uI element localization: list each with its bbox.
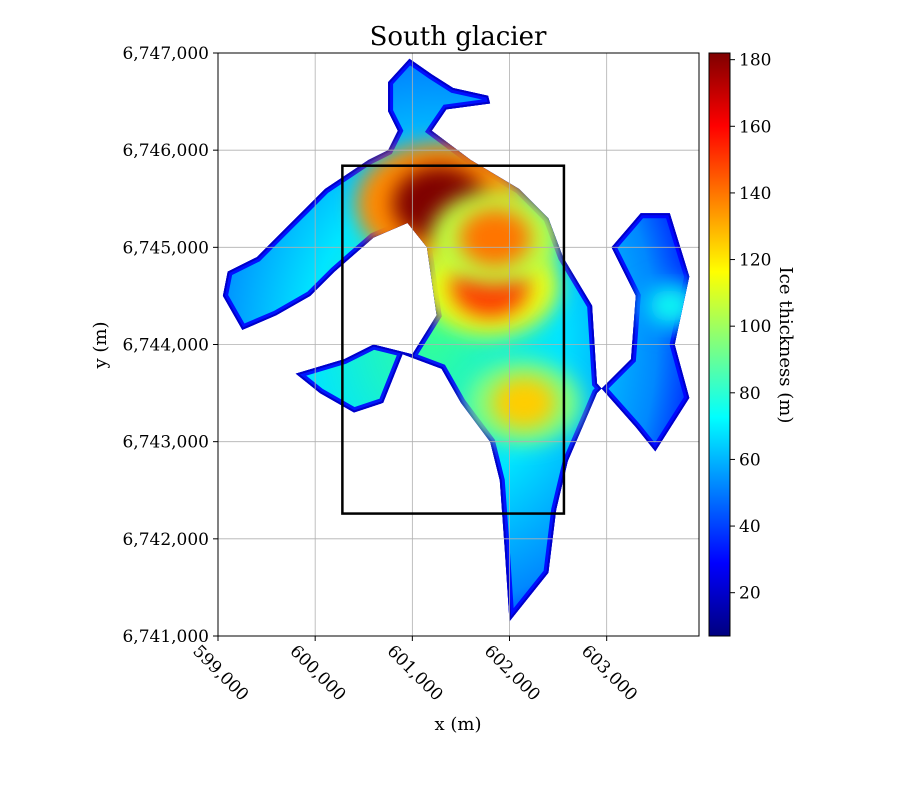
colorbar-tick-label: 180 bbox=[739, 51, 771, 71]
thickness-peak bbox=[650, 289, 690, 322]
y-tick-label: 6,741,000 bbox=[122, 627, 209, 647]
colorbar-fill bbox=[708, 52, 731, 637]
colorbar-tick-label: 120 bbox=[739, 251, 771, 271]
colorbar: 20 40 60 80 100 120 140 160 180 Ice thickness (m… bbox=[708, 51, 796, 637]
y-axis-label: y (m) bbox=[90, 321, 111, 369]
plot-area: 599,000 600,000 601,000 602,000 603,000 6,74… bbox=[122, 44, 700, 705]
x-tick-label: 600,000 bbox=[286, 641, 350, 705]
x-tick-label: 603,000 bbox=[577, 641, 641, 705]
y-tick-label: 6,747,000 bbox=[122, 44, 209, 64]
x-tick-label: 602,000 bbox=[480, 641, 544, 705]
x-axis-label: x (m) bbox=[435, 714, 482, 735]
y-axis-ticks: 6,741,000 6,742,000 6,743,000 6,744,000 6,74… bbox=[122, 44, 218, 647]
colorbar-tick-label: 140 bbox=[739, 184, 771, 204]
ice-thickness-map bbox=[222, 58, 690, 622]
colorbar-tick-label: 80 bbox=[739, 384, 761, 404]
chart-title: South glacier bbox=[370, 22, 547, 52]
thickness-peak bbox=[458, 208, 531, 267]
colorbar-tick-label: 40 bbox=[739, 517, 761, 537]
glacier-interior bbox=[222, 58, 690, 622]
colorbar-tick-label: 100 bbox=[739, 317, 771, 337]
y-tick-label: 6,743,000 bbox=[122, 433, 209, 453]
x-axis-ticks: 599,000 600,000 601,000 602,000 603,000 bbox=[188, 636, 641, 705]
thickness-peak bbox=[491, 377, 557, 429]
y-tick-label: 6,745,000 bbox=[122, 238, 209, 258]
x-tick-label: 601,000 bbox=[383, 641, 447, 705]
colorbar-tick-label: 20 bbox=[739, 584, 761, 604]
colorbar-tick-label: 60 bbox=[739, 450, 761, 470]
colorbar-tick-label: 160 bbox=[739, 117, 771, 137]
y-tick-label: 6,742,000 bbox=[122, 530, 209, 550]
study-area-rectangle bbox=[341, 164, 566, 515]
grid bbox=[217, 52, 699, 637]
colorbar-ticks: 20 40 60 80 100 120 140 160 180 bbox=[730, 51, 771, 604]
colorbar-label: Ice thickness (m) bbox=[775, 267, 796, 424]
y-tick-label: 6,744,000 bbox=[122, 336, 209, 356]
x-tick-label: 599,000 bbox=[188, 641, 252, 705]
y-tick-label: 6,746,000 bbox=[122, 141, 209, 161]
